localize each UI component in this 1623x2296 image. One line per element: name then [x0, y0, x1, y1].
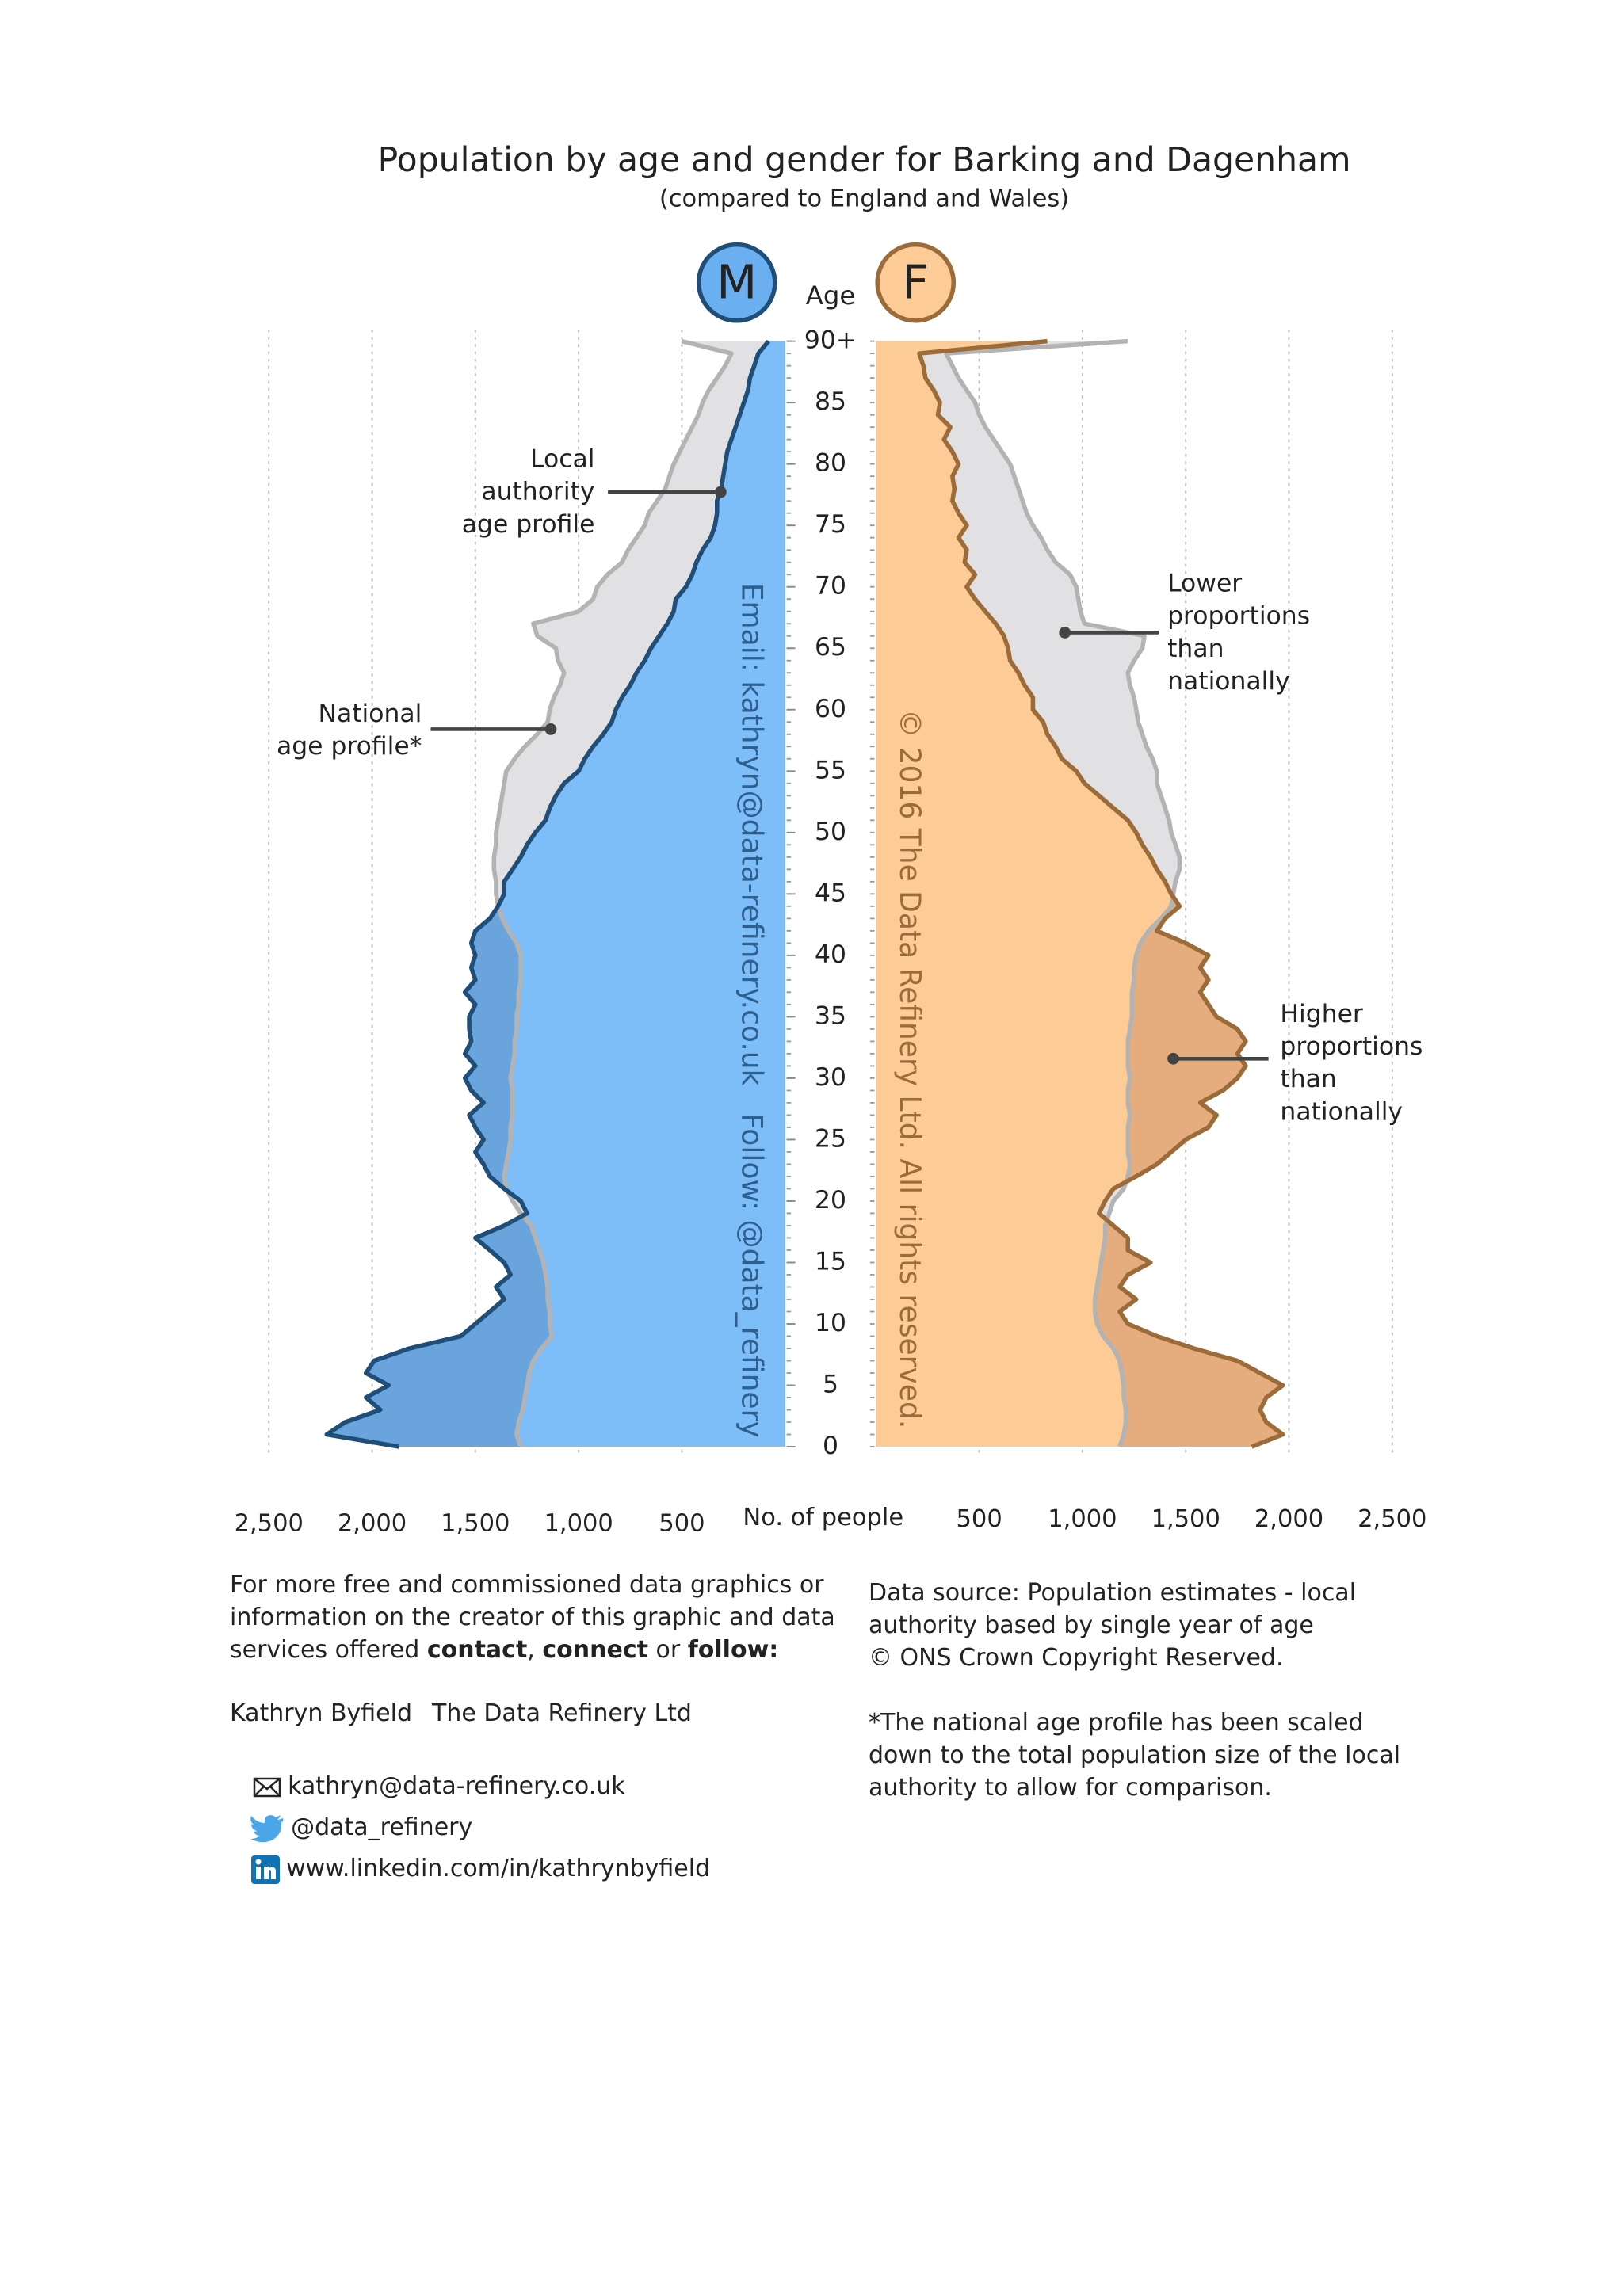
y-tick-label: 70 [815, 572, 846, 601]
y-tick-label: 65 [815, 633, 846, 662]
y-tick-label: 20 [815, 1186, 846, 1215]
y-tick-label: 10 [815, 1309, 846, 1337]
footer-twitter[interactable]: @data_refinery [291, 1814, 473, 1841]
y-tick-label: 50 [815, 818, 846, 846]
intro-segment: For more free and commissioned data grap… [230, 1571, 824, 1599]
annotation: age profile* [277, 732, 422, 761]
footer-note: *The national age profile has been scale… [869, 1707, 1400, 1804]
x-tick-label: 1,000 [544, 1509, 613, 1537]
annotation: than [1280, 1065, 1336, 1093]
x-tick-label: 1,500 [441, 1509, 510, 1537]
annotation: authority [481, 478, 594, 506]
gender-badge [696, 242, 777, 323]
email-icon [253, 1777, 281, 1797]
y-tick-label: 25 [815, 1124, 846, 1153]
intro-line: services offered contact, connect or fol… [230, 1634, 835, 1666]
intro-segment: or [647, 1636, 688, 1664]
y-tick-label: 85 [815, 387, 846, 416]
shared-area [876, 341, 1180, 1447]
y-tick-label: 90+ [804, 326, 857, 355]
source-line: © ONS Crown Copyright Reserved. [869, 1644, 1284, 1672]
chart-title: Population by age and gender for Barking… [378, 141, 1351, 180]
footer-linkedin[interactable]: www.linkedin.com/in/kathrynbyfield [286, 1855, 711, 1882]
intro-line: information on the creator of this graph… [230, 1601, 835, 1634]
y-tick-label: 45 [815, 879, 846, 907]
y-tick-label: 5 [823, 1371, 838, 1399]
national-line [491, 338, 734, 1447]
annotation-dot [544, 723, 557, 735]
y-tick-label: 75 [815, 510, 846, 539]
local-line [917, 338, 1285, 1449]
annotation: nationally [1280, 1097, 1403, 1126]
x-tick-label: 500 [659, 1509, 705, 1537]
annotation: Local [530, 444, 594, 473]
annotation: Higher [1280, 1000, 1363, 1028]
intro-line: For more free and commissioned data grap… [230, 1569, 835, 1601]
watermark: © 2016 The Data Refinery Ltd. All rights… [893, 709, 926, 1428]
annotation: proportions [1280, 1032, 1423, 1061]
y-tick-label: 55 [815, 756, 846, 784]
x-tick-label: 1,500 [1151, 1505, 1220, 1533]
y-tick-label: 15 [815, 1247, 846, 1276]
gender-badge [875, 242, 957, 323]
y-tick-label: 40 [815, 940, 846, 969]
note-line: *The national age profile has been scale… [869, 1709, 1364, 1737]
y-tick-label: 35 [815, 1001, 846, 1030]
age-axis-label: Age [806, 280, 856, 311]
footer-name: Kathryn Byfield [230, 1699, 413, 1727]
intro-segment: services offered [230, 1636, 427, 1664]
x-tick-label: 2,000 [1254, 1505, 1323, 1533]
x-axis-label: No. of people [743, 1504, 903, 1531]
x-tick-label: 2,500 [235, 1509, 304, 1537]
x-tick-label: 1,000 [1048, 1505, 1117, 1533]
annotation: than [1167, 635, 1224, 663]
annotation-dot [715, 486, 727, 498]
local-line [324, 339, 770, 1449]
chart-subtitle: (compared to England and Wales) [659, 185, 1069, 213]
source-line: authority based by single year of age [869, 1611, 1314, 1639]
y-tick-label: 80 [815, 449, 846, 478]
intro-segment: information on the creator of this graph… [230, 1604, 835, 1631]
intro-segment: contact [426, 1636, 528, 1664]
footer-intro: For more free and commissioned data grap… [230, 1569, 835, 1666]
intro-segment: follow: [687, 1636, 779, 1664]
footer-company: The Data Refinery Ltd [432, 1699, 692, 1727]
x-tick-label: 500 [957, 1505, 1002, 1533]
footer-twitter-row: @data_refinery [235, 1779, 472, 1844]
annotation: nationally [1167, 667, 1290, 696]
annotation-dot [1059, 627, 1071, 639]
annotation: age profile [462, 510, 595, 539]
twitter-icon [250, 1814, 284, 1842]
note-line: down to the total population size of the… [869, 1741, 1401, 1769]
watermark: Email: kathryn@data-refinery.co.uk Follo… [735, 583, 767, 1438]
x-tick-label: 2,000 [338, 1509, 407, 1537]
annotation: National [319, 700, 422, 728]
footer-source: Data source: Population estimates - loca… [869, 1577, 1356, 1674]
linkedin-icon [251, 1855, 281, 1884]
y-tick-label: 60 [815, 695, 846, 723]
gender-label: M [716, 255, 757, 310]
intro-segment: connect [542, 1636, 648, 1664]
y-tick-label: 30 [815, 1063, 846, 1092]
intro-segment: , [527, 1636, 543, 1664]
note-line: authority to allow for comparison. [869, 1774, 1272, 1802]
annotation-dot [1167, 1052, 1179, 1065]
footer-email-row: kathryn@data-refinery.co.uk [238, 1737, 625, 1802]
source-line: Data source: Population estimates - loca… [869, 1579, 1357, 1607]
y-tick-label: 0 [823, 1432, 838, 1460]
footer-linkedin-row: www.linkedin.com/in/kathrynbyfield [236, 1820, 710, 1885]
annotation: Lower [1167, 569, 1242, 597]
footer-email[interactable]: kathryn@data-refinery.co.uk [288, 1772, 625, 1800]
x-tick-label: 2,500 [1358, 1505, 1426, 1533]
annotation: proportions [1167, 602, 1310, 631]
gender-label: F [902, 255, 929, 310]
